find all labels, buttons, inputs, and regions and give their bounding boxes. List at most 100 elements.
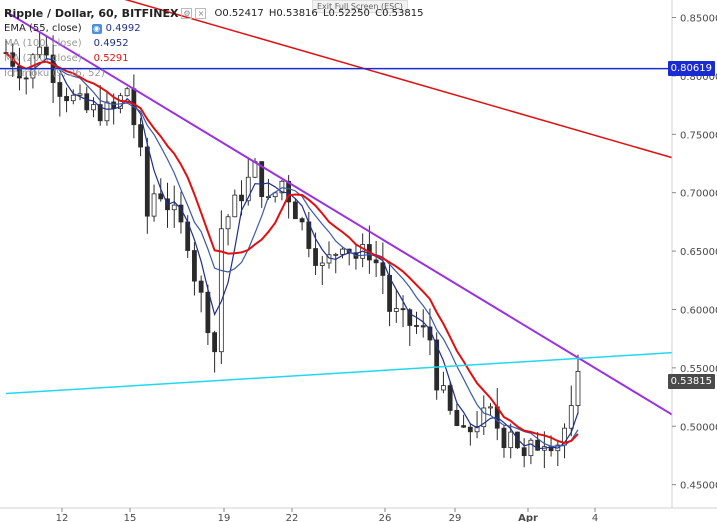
candle-body xyxy=(292,201,298,220)
indicator-label: MA (200, close) xyxy=(4,53,82,64)
candle-body xyxy=(151,193,157,217)
candle-body xyxy=(441,385,446,391)
exit-fullscreen-tooltip[interactable]: Exit Full Screen (ESC) xyxy=(312,0,408,13)
candle-body xyxy=(467,426,473,433)
close-value: C0.53815 xyxy=(375,8,424,19)
time-tick-label: 22 xyxy=(286,513,299,522)
candle-body xyxy=(43,46,49,56)
candle-body xyxy=(144,146,150,217)
time-axis: 12 15 19 22 26 29 Apr 4 xyxy=(56,508,598,522)
candle-body xyxy=(420,325,426,328)
indicator-row-ma200[interactable]: MA (200, close) 0.5291 xyxy=(4,51,425,66)
candle-body xyxy=(481,407,487,428)
candle-body xyxy=(575,371,581,406)
candle-body xyxy=(138,124,143,148)
eye-icon[interactable]: ◉ xyxy=(91,23,102,34)
candle-body xyxy=(192,250,197,282)
candle-body xyxy=(104,101,110,122)
candle-body xyxy=(407,309,413,326)
candle-body xyxy=(225,216,231,230)
candle-body xyxy=(70,94,76,102)
trend-lines xyxy=(0,0,673,416)
candle-body xyxy=(447,385,453,411)
last-price-tag: 0.53815 xyxy=(667,373,715,389)
price-axis-panel xyxy=(672,0,717,508)
symbol-row: Ripple / Dollar, 60, BITFINEX ⚙ × O0.524… xyxy=(4,6,425,21)
ma-200-line xyxy=(5,52,579,444)
candle-body xyxy=(414,325,419,327)
candle-body xyxy=(508,431,514,449)
candle-body xyxy=(212,332,218,353)
candle-body xyxy=(118,95,123,109)
candle-body xyxy=(319,262,325,266)
candle-body xyxy=(515,431,520,449)
candle-body xyxy=(461,425,467,428)
candle-body xyxy=(380,262,386,276)
candle-body xyxy=(400,308,406,311)
candle-body xyxy=(232,194,238,218)
time-tick-label: 19 xyxy=(218,513,231,522)
candle-body xyxy=(387,275,392,312)
candle-body xyxy=(111,101,117,109)
indicator-label: EMA (55, close) xyxy=(4,23,82,34)
low-value: L0.52250 xyxy=(322,8,370,19)
indicator-label: Ichimoku (9, 26, 52) xyxy=(4,68,105,79)
candle-body xyxy=(340,248,345,255)
candle-body xyxy=(97,104,103,122)
indicator-value: 0.4992 xyxy=(105,23,141,34)
red-trend-line xyxy=(124,0,673,159)
settings-icon[interactable]: ⚙ xyxy=(181,8,193,19)
moving-average-lines xyxy=(5,52,579,450)
candle-body xyxy=(535,439,541,451)
candle-body xyxy=(521,447,527,457)
candle-body xyxy=(198,280,204,293)
candle-body xyxy=(279,180,285,194)
level-price-tag: 0.80619 xyxy=(667,60,715,76)
open-value: O0.52417 xyxy=(214,8,264,19)
chart-legend: Ripple / Dollar, 60, BITFINEX ⚙ × O0.524… xyxy=(4,6,425,81)
candle-body xyxy=(299,218,305,223)
ma-100-line xyxy=(5,52,579,447)
price-tick-label: 0.45000 xyxy=(680,481,717,492)
indicator-row-ichimoku[interactable]: Ichimoku (9, 26, 52) xyxy=(4,66,425,81)
high-value: H0.53816 xyxy=(268,8,318,19)
purple-trend-line xyxy=(5,10,673,416)
candle-body xyxy=(91,104,96,111)
candle-body xyxy=(158,193,164,200)
candle-body xyxy=(393,308,399,312)
candle-body xyxy=(454,410,460,427)
candle-body xyxy=(239,194,244,202)
candle-body xyxy=(205,291,211,334)
time-tick-label: 12 xyxy=(56,513,69,522)
indicator-row-ema[interactable]: EMA (55, close) ◉ 0.4992 xyxy=(4,21,425,36)
candle-body xyxy=(333,253,339,256)
candle-body xyxy=(286,180,292,203)
candle-body xyxy=(568,405,574,429)
candle-body xyxy=(313,248,318,266)
candle-body xyxy=(528,439,534,457)
candle-body xyxy=(488,406,493,409)
candle-body xyxy=(23,77,29,80)
candle-body xyxy=(171,204,177,211)
candle-body xyxy=(218,228,224,353)
time-tick-label: 4 xyxy=(592,513,598,522)
time-tick-label: 26 xyxy=(379,513,392,522)
indicator-value: 0.5291 xyxy=(93,53,129,64)
candle-body xyxy=(37,46,43,56)
candle-body xyxy=(501,427,507,449)
close-icon[interactable]: × xyxy=(195,8,207,19)
indicator-label: MA (100, close) xyxy=(4,38,82,49)
ohlc-values: O0.52417 H0.53816 L0.52250 C0.53815 xyxy=(214,8,425,19)
indicator-row-ma100[interactable]: MA (100, close) 0.4952 xyxy=(4,36,425,51)
candle-body xyxy=(259,161,265,198)
time-tick-label: Apr xyxy=(518,513,538,522)
time-tick-label: 15 xyxy=(124,513,137,522)
